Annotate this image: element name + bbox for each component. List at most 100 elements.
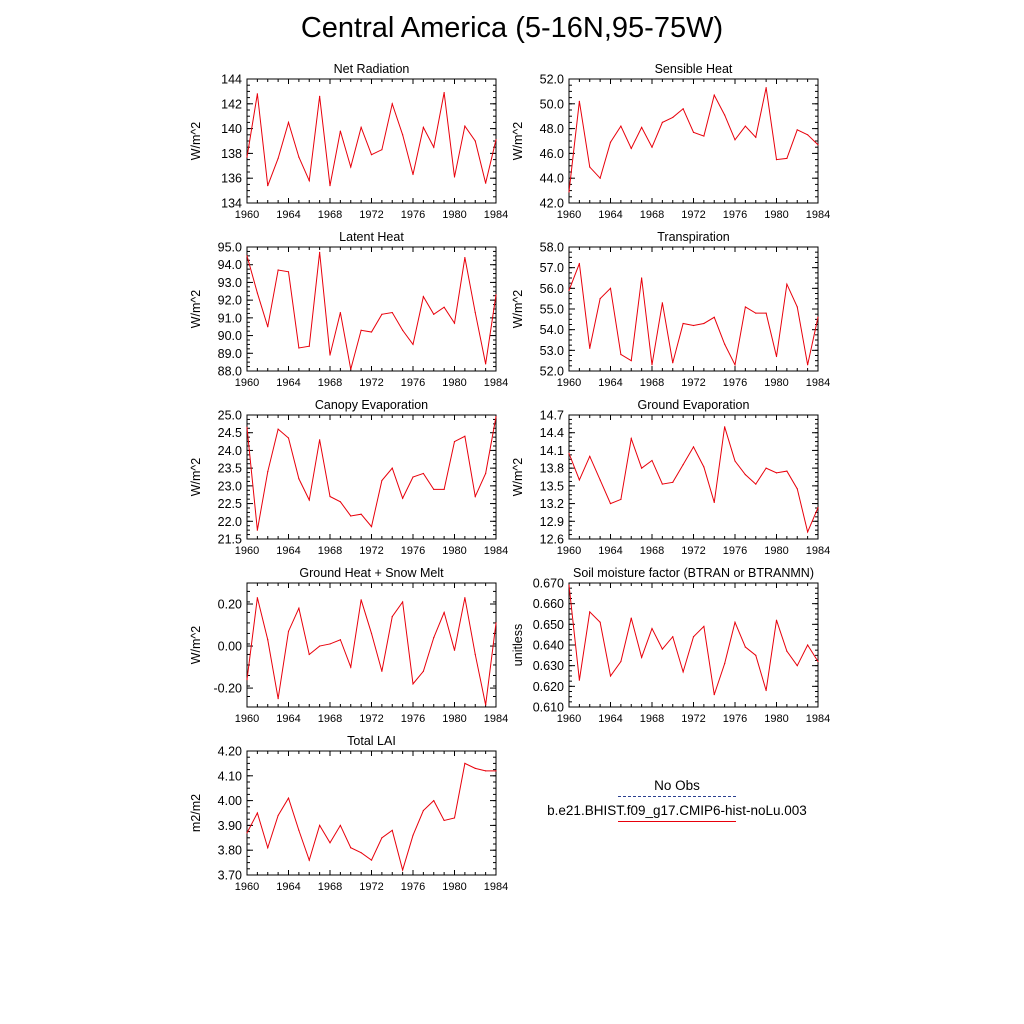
data-point [453,176,456,178]
x-tick-label: 1960 [235,377,259,389]
x-tick-label: 1968 [640,209,664,221]
data-point [692,446,695,448]
data-point [308,345,310,347]
panel-title: Transpiration [657,230,730,244]
data-point [474,311,476,314]
data-point [817,144,819,146]
x-tick-label: 1976 [723,545,747,557]
x-tick-label: 1976 [401,209,425,221]
y-axis-label: W/m^2 [511,458,525,497]
x-tick-label: 1964 [276,377,300,389]
data-point [339,311,341,314]
figure-title: Central America (5-16N,95-75W) [300,12,724,44]
data-point [765,467,767,469]
data-point [796,306,798,308]
x-tick-label: 1968 [318,209,342,221]
y-axis-label: unitless [511,624,525,666]
plot-frame [568,78,819,204]
chart-panel-5: Canopy Evaporation W/m^2 1960 1964 1968 1972 1… [189,398,508,557]
data-point [298,478,300,480]
data-point [599,479,601,481]
data-point [350,847,352,849]
x-tick-label: 1980 [442,545,466,557]
y-tick-label: 90.0 [218,329,242,343]
data-point [775,619,778,621]
data-point [443,306,445,308]
data-point [744,306,746,308]
x-tick-label: 1984 [484,377,508,389]
data-point [464,597,466,599]
series-line [246,597,497,706]
x-tick-label: 1968 [318,377,342,389]
legend-label-model: b.e21.BHIST.f09_g17.CMIP6-hist-noLu.003 [547,803,807,818]
plot-frame [246,582,497,708]
x-tick-label: 1984 [484,713,508,725]
data-point [246,255,248,257]
data-point [308,859,310,861]
x-tick-label: 1964 [276,881,300,893]
data-point [319,95,321,97]
x-tick-label: 1964 [276,713,300,725]
data-point [682,322,684,325]
data-point [692,131,695,133]
data-point [422,670,424,672]
y-tick-label: 3.90 [218,819,242,833]
data-point [350,368,352,370]
y-tick-label: 138 [221,147,242,161]
y-tick-label: 50.0 [540,97,564,111]
y-tick-label: 56.0 [540,282,564,296]
y-tick-label: 142 [221,97,242,111]
data-point [651,459,653,462]
x-tick-label: 1976 [723,713,747,725]
data-point [256,93,258,95]
y-tick-label: 136 [221,172,242,186]
data-point [339,501,341,503]
x-tick-label: 1984 [806,713,830,725]
data-point [319,645,321,647]
data-point [724,426,726,428]
panel-title: Net Radiation [334,62,410,76]
x-tick-label: 1960 [235,881,259,893]
data-point [277,697,279,700]
data-point [246,426,248,428]
x-tick-label: 1960 [557,545,581,557]
data-point [329,643,331,645]
data-point [661,483,663,485]
y-tick-label: 13.5 [540,479,564,493]
data-point [339,130,341,132]
data-point [402,329,404,331]
data-point [391,311,393,314]
data-point [609,141,612,143]
data-point [402,869,404,871]
y-tick-label: 4.00 [218,794,242,808]
data-point [422,126,424,128]
x-tick-label: 1968 [318,545,342,557]
data-point [381,479,383,482]
data-point [495,770,497,772]
y-tick-label: 134 [221,197,242,211]
y-tick-label: 14.1 [540,444,564,458]
data-point [703,625,705,628]
x-tick-label: 1984 [484,545,508,557]
data-point [329,354,331,356]
plot-frame [246,750,497,876]
data-point [786,157,788,159]
series-line [246,762,496,872]
x-tick-label: 1984 [484,209,508,221]
y-tick-label: -0.20 [214,682,243,696]
y-tick-label: 0.640 [533,639,564,653]
plot-frame [246,414,497,540]
legend: No Obs b.e21.BHIST.f09_g17.CMIP6-hist-no… [512,778,842,826]
data-point [256,597,258,599]
x-tick-label: 1972 [359,209,383,221]
data-point [402,134,404,136]
data-point [287,630,290,632]
data-point [495,416,497,418]
data-point [568,584,570,586]
data-point [589,455,591,457]
data-point [599,177,601,179]
data-point [620,353,622,356]
data-point [350,515,352,517]
chart-panel-6: Ground Evaporation W/m^2 1960 1964 1968 1972 1… [511,398,830,557]
